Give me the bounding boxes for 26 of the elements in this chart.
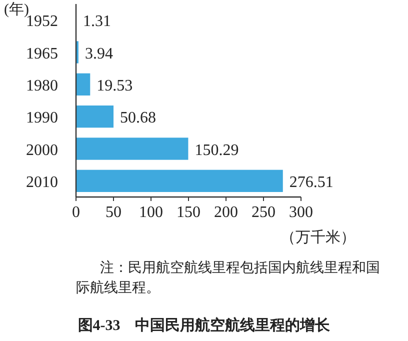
data-label: 276.51: [289, 174, 334, 191]
bar: [76, 136, 190, 161]
x-axis-title: （万千米）: [280, 229, 356, 246]
bar: [76, 168, 284, 193]
y-tick-label: 2000: [26, 142, 58, 159]
data-label: 19.53: [96, 77, 133, 94]
x-tick-label: 0: [72, 204, 80, 221]
text: 图4-33 中国民用航空航线里程的增长: [78, 316, 332, 334]
x-tick-label: 300: [289, 204, 313, 221]
bar: [76, 104, 115, 129]
data-label: 1.31: [82, 13, 111, 30]
data-label: 3.94: [84, 45, 113, 62]
data-label: 50.68: [120, 110, 156, 127]
y-tick-label: 1990: [26, 110, 58, 127]
text: 注：民用航空航线里程包括国内航线里程和国际航线里程。: [76, 260, 380, 296]
data-label: 150.29: [194, 142, 239, 159]
x-tick-label: 200: [214, 204, 238, 221]
x-tick-label: 150: [176, 204, 200, 221]
y-tick-label: 2010: [26, 174, 58, 191]
y-tick-label: 1980: [26, 77, 58, 94]
x-tick-label: 100: [139, 204, 163, 221]
x-tick-label: 50: [106, 204, 122, 221]
y-tick-label: 1965: [26, 45, 58, 62]
x-tick-label: 250: [252, 204, 276, 221]
y-axis-title: (年): [4, 1, 29, 18]
bar: [76, 72, 92, 96]
